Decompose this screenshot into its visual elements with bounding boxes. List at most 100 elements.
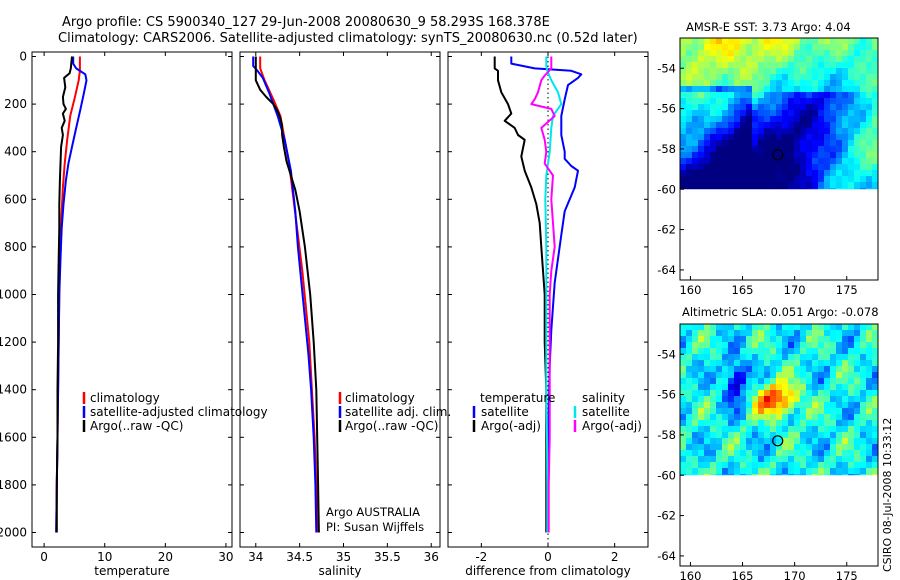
heat-cell (848, 450, 854, 456)
heat-cell (818, 92, 824, 98)
heat-cell (860, 324, 866, 330)
heat-cell (854, 324, 860, 330)
heat-cell (698, 432, 704, 438)
heat-cell (800, 128, 806, 134)
heat-cell (680, 80, 686, 86)
heat-cell (758, 170, 764, 176)
heat-cell (692, 188, 698, 190)
heat-cell (770, 128, 776, 134)
heat-cell (758, 164, 764, 170)
heat-cell (860, 402, 866, 408)
heat-cell (686, 444, 692, 450)
heat-cell (758, 336, 764, 342)
heat-cell (710, 74, 716, 80)
heat-cell (680, 56, 686, 62)
heat-cell (794, 80, 800, 86)
y-tick-label: 1000 (0, 288, 27, 302)
heat-cell (788, 336, 794, 342)
heat-cell (734, 92, 740, 98)
heat-cell (842, 80, 848, 86)
heat-cell (734, 98, 740, 104)
heat-cell (842, 146, 848, 152)
heat-cell (848, 152, 854, 158)
heat-cell (812, 348, 818, 354)
heat-cell (788, 462, 794, 468)
y-tick-label: 600 (4, 192, 27, 206)
heat-cell (836, 164, 842, 170)
heat-cell (752, 164, 758, 170)
heat-cell (824, 354, 830, 360)
heat-cell (812, 140, 818, 146)
heat-cell (686, 366, 692, 372)
map-frame (679, 323, 879, 567)
heat-cell (830, 62, 836, 68)
heat-cell (836, 98, 842, 104)
heat-cell (704, 110, 710, 116)
heat-cell (860, 44, 866, 50)
heat-cell (818, 456, 824, 462)
heat-cell (776, 324, 782, 330)
heat-cell (746, 408, 752, 414)
heat-cell (764, 92, 770, 98)
heat-cell (818, 74, 824, 80)
heat-cell (752, 396, 758, 402)
heat-cell (842, 462, 848, 468)
heat-cell (680, 336, 686, 342)
heat-cell (698, 390, 704, 396)
heat-cell (812, 384, 818, 390)
heat-cell (752, 44, 758, 50)
heat-cell (788, 152, 794, 158)
x-tick-label: 0 (544, 550, 552, 564)
heat-cell (794, 432, 800, 438)
heat-cell (818, 134, 824, 140)
heat-cell (686, 68, 692, 74)
heat-cell (860, 38, 866, 44)
heat-cell (710, 128, 716, 134)
heat-cell (740, 122, 746, 128)
heat-cell (806, 62, 812, 68)
heat-cell (722, 128, 728, 134)
heat-cell (806, 50, 812, 56)
heat-cell (746, 354, 752, 360)
heat-cell (824, 56, 830, 62)
heat-cell (806, 80, 812, 86)
heat-cell (788, 450, 794, 456)
heat-cell (764, 450, 770, 456)
heat-cell (794, 92, 800, 98)
heat-cell (740, 80, 746, 86)
legend-label-satellite: satellite adj. clim. (345, 405, 451, 419)
heat-cell (758, 128, 764, 134)
heat-cell (698, 444, 704, 450)
heat-cell (836, 74, 842, 80)
heat-cell (734, 50, 740, 56)
heat-cell (800, 456, 806, 462)
heat-cell (860, 432, 866, 438)
heat-cell (746, 474, 752, 476)
heat-cell (848, 438, 854, 444)
legend-label-temp-satellite: satellite (481, 405, 529, 419)
heat-cell (680, 474, 686, 476)
heat-cell (728, 408, 734, 414)
heat-cell (740, 50, 746, 56)
heat-cell (776, 134, 782, 140)
heat-cell (722, 170, 728, 176)
heat-cell (770, 402, 776, 408)
heat-cell (836, 38, 842, 44)
heat-cell (812, 420, 818, 426)
heat-cell (764, 384, 770, 390)
heat-cell (842, 134, 848, 140)
heat-cell (848, 426, 854, 432)
heat-cell (740, 152, 746, 158)
heat-cell (818, 68, 824, 74)
heat-cell (710, 116, 716, 122)
heat-cell (722, 182, 728, 188)
heat-cell (704, 80, 710, 86)
heat-cell (710, 432, 716, 438)
heat-cell (776, 396, 782, 402)
heat-cell (794, 342, 800, 348)
heat-cell (842, 366, 848, 372)
heat-cell (752, 62, 758, 68)
heat-cell (842, 158, 848, 164)
heat-cell (788, 474, 794, 476)
heat-cell (740, 348, 746, 354)
